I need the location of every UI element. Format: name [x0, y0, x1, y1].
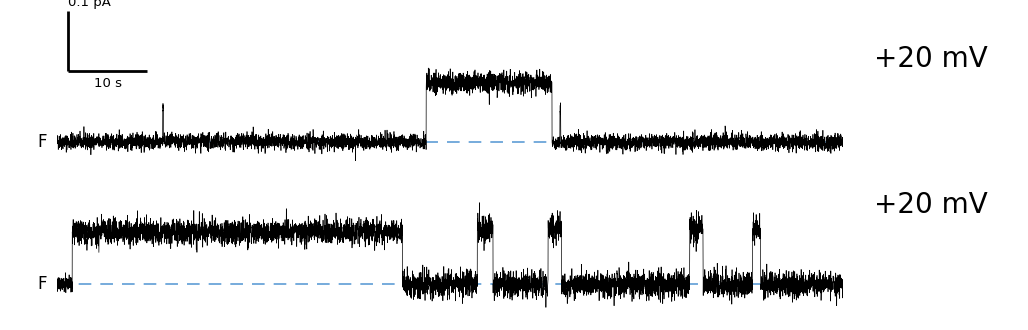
Text: 0.1 pA: 0.1 pA — [68, 0, 110, 9]
Text: +20 mV: +20 mV — [874, 46, 988, 73]
Text: F: F — [38, 133, 47, 151]
Text: +20 mV: +20 mV — [874, 191, 988, 218]
Text: F: F — [38, 276, 47, 293]
Text: 10 s: 10 s — [94, 77, 121, 90]
